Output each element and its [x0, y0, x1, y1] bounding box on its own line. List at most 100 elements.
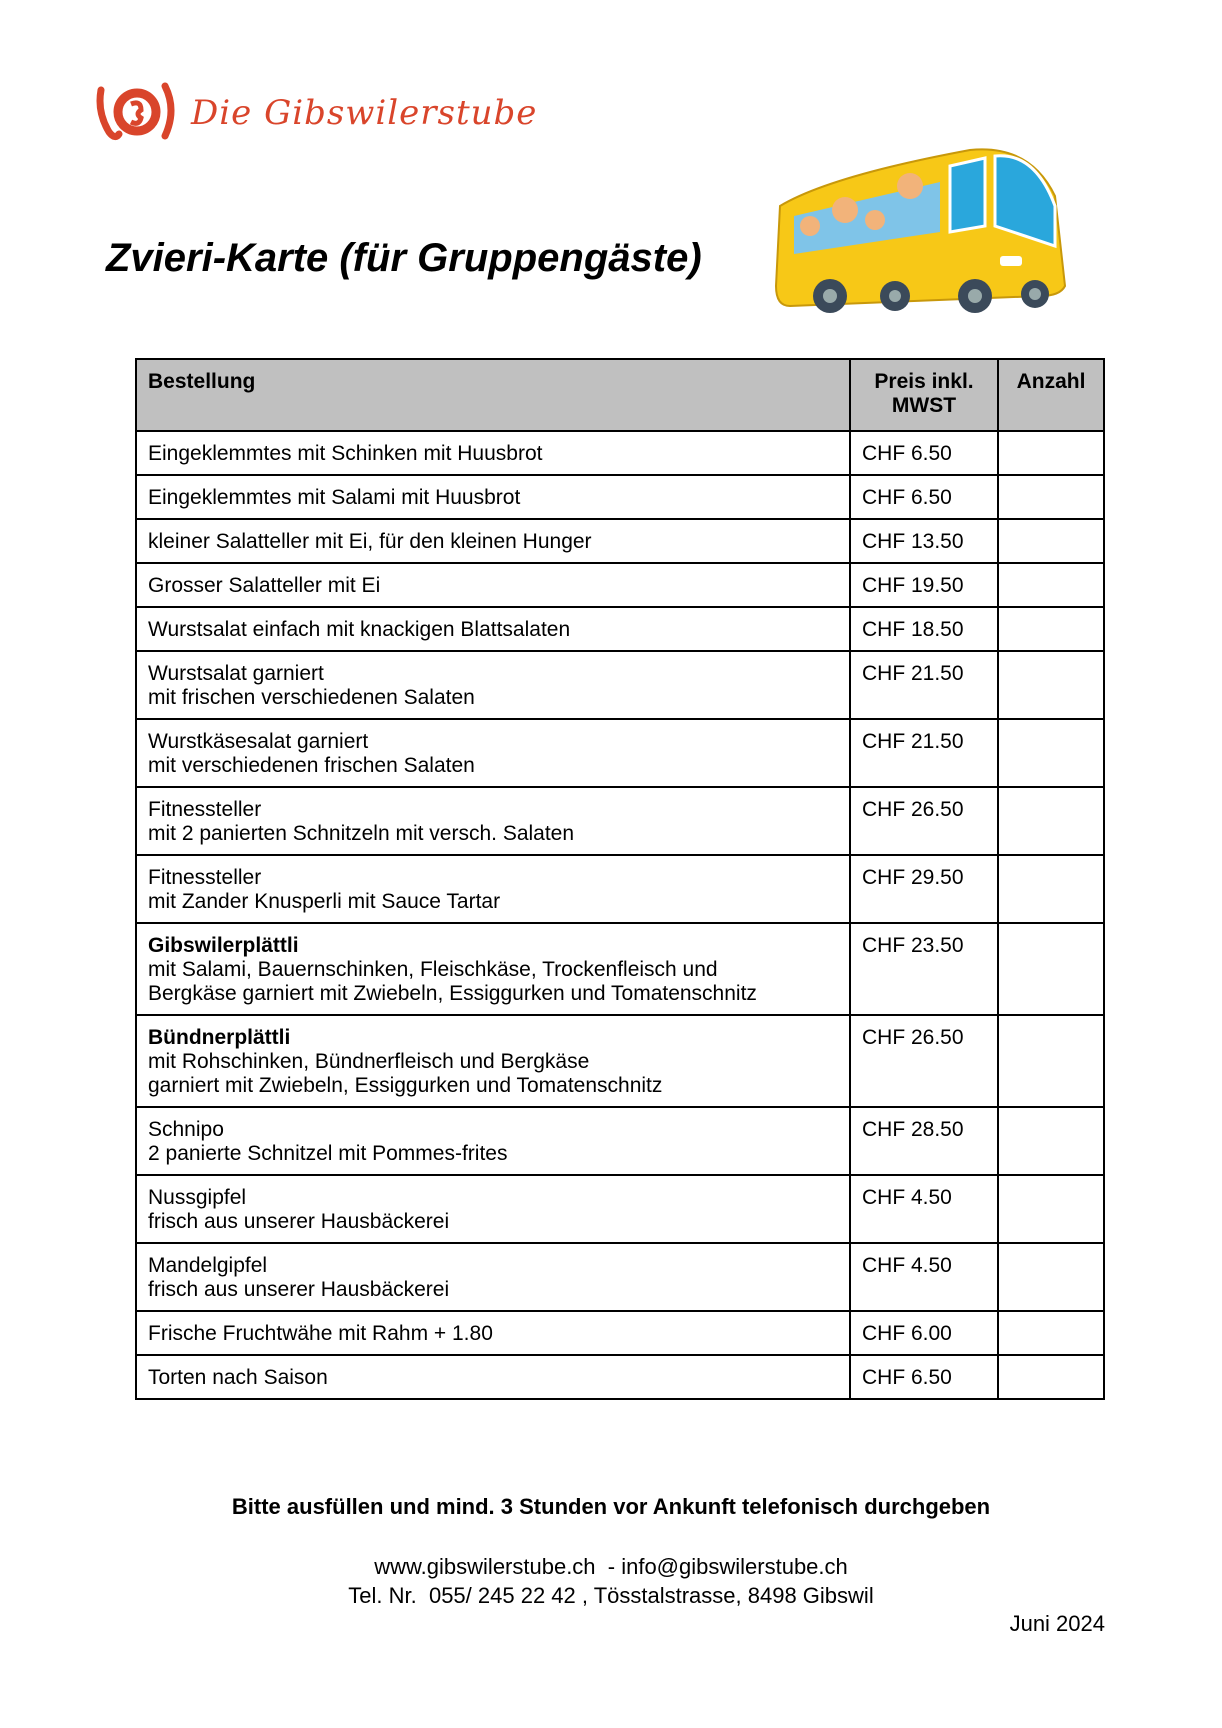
item-name: Schnipo	[148, 1118, 224, 1141]
item-cell: Fitnessteller mit Zander Knusperli mit Sa…	[135, 854, 851, 924]
item-cell: Schnipo 2 panierte Schnitzel mit Pommes-f…	[135, 1106, 851, 1176]
table-row: kleiner Salatteller mit Ei, für den klei…	[135, 518, 1105, 564]
quantity-field[interactable]	[997, 1014, 1105, 1108]
item-description: mit 2 panierten Schnitzeln mit versch. S…	[148, 822, 575, 845]
item-description: frisch aus unserer Hausbäckerei	[148, 1210, 450, 1233]
quantity-field[interactable]	[997, 562, 1105, 608]
item-cell: Frische Fruchtwähe mit Rahm + 1.80	[135, 1310, 851, 1356]
document-date: Juni 2024	[1009, 1611, 1105, 1636]
table-row: Frische Fruchtwähe mit Rahm + 1.80 CHF 6.…	[135, 1310, 1105, 1356]
item-cell: Bündnerplättli mit Rohschinken, Bündnerfl…	[135, 1014, 851, 1108]
item-name: Eingeklemmtes mit Salami mit Huusbrot	[148, 486, 521, 509]
table-row: Nussgipfel frisch aus unserer Hausbäckere…	[135, 1174, 1105, 1244]
table-row: Torten nach Saison CHF 6.50	[135, 1354, 1105, 1400]
table-row: Eingeklemmtes mit Schinken mit Huusbrot C…	[135, 430, 1105, 476]
item-name: Torten nach Saison	[148, 1366, 328, 1389]
item-description: mit Salami, Bauernschinken, Fleischkäse,…	[148, 958, 718, 981]
header-anzahl: Anzahl	[997, 358, 1105, 432]
table-row: Mandelgipfel frisch aus unserer Hausbäcke…	[135, 1242, 1105, 1312]
table-row: Fitnessteller mit Zander Knusperli mit Sa…	[135, 854, 1105, 924]
quantity-field[interactable]	[997, 1354, 1105, 1400]
quantity-field[interactable]	[997, 430, 1105, 476]
item-name: Wurstsalat garniert	[148, 662, 324, 685]
item-price: CHF 26.50	[849, 1014, 999, 1108]
item-price: CHF 21.50	[849, 650, 999, 720]
web-email: www.gibswilerstube.ch - info@gibswilerst…	[374, 1554, 848, 1579]
item-name: Wurstkäsesalat garniert	[148, 730, 369, 753]
item-price: CHF 28.50	[849, 1106, 999, 1176]
item-name: kleiner Salatteller mit Ei, für den klei…	[148, 530, 592, 553]
item-cell: Eingeklemmtes mit Schinken mit Huusbrot	[135, 430, 851, 476]
school-bus-illustration	[774, 148, 1067, 313]
item-price: CHF 4.50	[849, 1242, 999, 1312]
item-cell: Fitnessteller mit 2 panierten Schnitzeln …	[135, 786, 851, 856]
item-cell: Nussgipfel frisch aus unserer Hausbäckere…	[135, 1174, 851, 1244]
quantity-field[interactable]	[997, 606, 1105, 652]
item-description: mit Zander Knusperli mit Sauce Tartar	[148, 890, 501, 913]
table-row: Wurstsalat einfach mit knackigen Blattsa…	[135, 606, 1105, 652]
item-name: Mandelgipfel	[148, 1254, 268, 1277]
item-name: Nussgipfel	[148, 1186, 247, 1209]
table-row: Eingeklemmtes mit Salami mit Huusbrot CHF…	[135, 474, 1105, 520]
item-name: Eingeklemmtes mit Schinken mit Huusbrot	[148, 442, 543, 465]
item-price: CHF 6.50	[849, 430, 999, 476]
quantity-field[interactable]	[997, 1242, 1105, 1312]
quantity-field[interactable]	[997, 650, 1105, 720]
table-row: Wurstsalat garniert mit frischen verschie…	[135, 650, 1105, 720]
table-row: Gibswilerplättli mit Salami, Bauernschink…	[135, 922, 1105, 1016]
phone-address: Tel. Nr. 055/ 245 22 42 , Tösstalstrasse…	[348, 1583, 874, 1608]
quantity-field[interactable]	[997, 474, 1105, 520]
logo: Die Gibswilerstube	[95, 82, 537, 144]
item-name: Grosser Salatteller mit Ei	[148, 574, 381, 597]
table-row: Wurstkäsesalat garniert mit verschiedenen…	[135, 718, 1105, 788]
quantity-field[interactable]	[997, 1174, 1105, 1244]
item-description: Bergkäse garniert mit Zwiebeln, Essiggur…	[148, 982, 757, 1005]
item-cell: Eingeklemmtes mit Salami mit Huusbrot	[135, 474, 851, 520]
footer-note: Bitte ausfüllen und mind. 3 Stunden vor …	[231, 1494, 991, 1519]
item-name: Bündnerplättli	[148, 1026, 291, 1049]
quantity-field[interactable]	[997, 1106, 1105, 1176]
quantity-field[interactable]	[997, 1310, 1105, 1356]
item-cell: Wurstkäsesalat garniert mit verschiedenen…	[135, 718, 851, 788]
item-description: mit verschiedenen frischen Salaten	[148, 754, 475, 777]
item-cell: Gibswilerplättli mit Salami, Bauernschink…	[135, 922, 851, 1016]
item-description: mit Rohschinken, Bündnerfleisch und Berg…	[148, 1050, 590, 1073]
order-table: Bestellung Preis inkl. MWST Anzahl Einge…	[135, 358, 1105, 1400]
table-header-row: Bestellung Preis inkl. MWST Anzahl	[135, 358, 1105, 432]
logo-mark-icon	[96, 82, 175, 141]
page-title: Zvieri-Karte (für Gruppengäste)	[106, 236, 702, 280]
item-price: CHF 23.50	[849, 922, 999, 1016]
item-price: CHF 4.50	[849, 1174, 999, 1244]
logo-text: Die Gibswilerstube	[191, 93, 538, 133]
item-price: CHF 29.50	[849, 854, 999, 924]
item-cell: kleiner Salatteller mit Ei, für den klei…	[135, 518, 851, 564]
table-row: Bündnerplättli mit Rohschinken, Bündnerfl…	[135, 1014, 1105, 1108]
contact-info: www.gibswilerstube.ch - info@gibswilerst…	[0, 1552, 1222, 1610]
quantity-field[interactable]	[997, 922, 1105, 1016]
quantity-field[interactable]	[997, 854, 1105, 924]
header-bestellung: Bestellung	[135, 358, 851, 432]
table-row: Fitnessteller mit 2 panierten Schnitzeln …	[135, 786, 1105, 856]
item-price: CHF 6.50	[849, 474, 999, 520]
item-price: CHF 26.50	[849, 786, 999, 856]
quantity-field[interactable]	[997, 786, 1105, 856]
table-row: Schnipo 2 panierte Schnitzel mit Pommes-f…	[135, 1106, 1105, 1176]
item-cell: Wurstsalat einfach mit knackigen Blattsa…	[135, 606, 851, 652]
item-description: mit frischen verschiedenen Salaten	[148, 686, 475, 709]
item-price: CHF 19.50	[849, 562, 999, 608]
item-price: CHF 6.50	[849, 1354, 999, 1400]
item-description: 2 panierte Schnitzel mit Pommes-frites	[148, 1142, 508, 1165]
quantity-field[interactable]	[997, 718, 1105, 788]
item-price: CHF 21.50	[849, 718, 999, 788]
item-price: CHF 13.50	[849, 518, 999, 564]
item-name: Fitnessteller	[148, 798, 262, 821]
item-cell: Torten nach Saison	[135, 1354, 851, 1400]
item-name: Gibswilerplättli	[148, 934, 299, 957]
item-cell: Wurstsalat garniert mit frischen verschie…	[135, 650, 851, 720]
item-description: frisch aus unserer Hausbäckerei	[148, 1278, 450, 1301]
item-cell: Grosser Salatteller mit Ei	[135, 562, 851, 608]
item-name: Frische Fruchtwähe mit Rahm + 1.80	[148, 1322, 493, 1345]
item-price: CHF 6.00	[849, 1310, 999, 1356]
item-cell: Mandelgipfel frisch aus unserer Hausbäcke…	[135, 1242, 851, 1312]
quantity-field[interactable]	[997, 518, 1105, 564]
